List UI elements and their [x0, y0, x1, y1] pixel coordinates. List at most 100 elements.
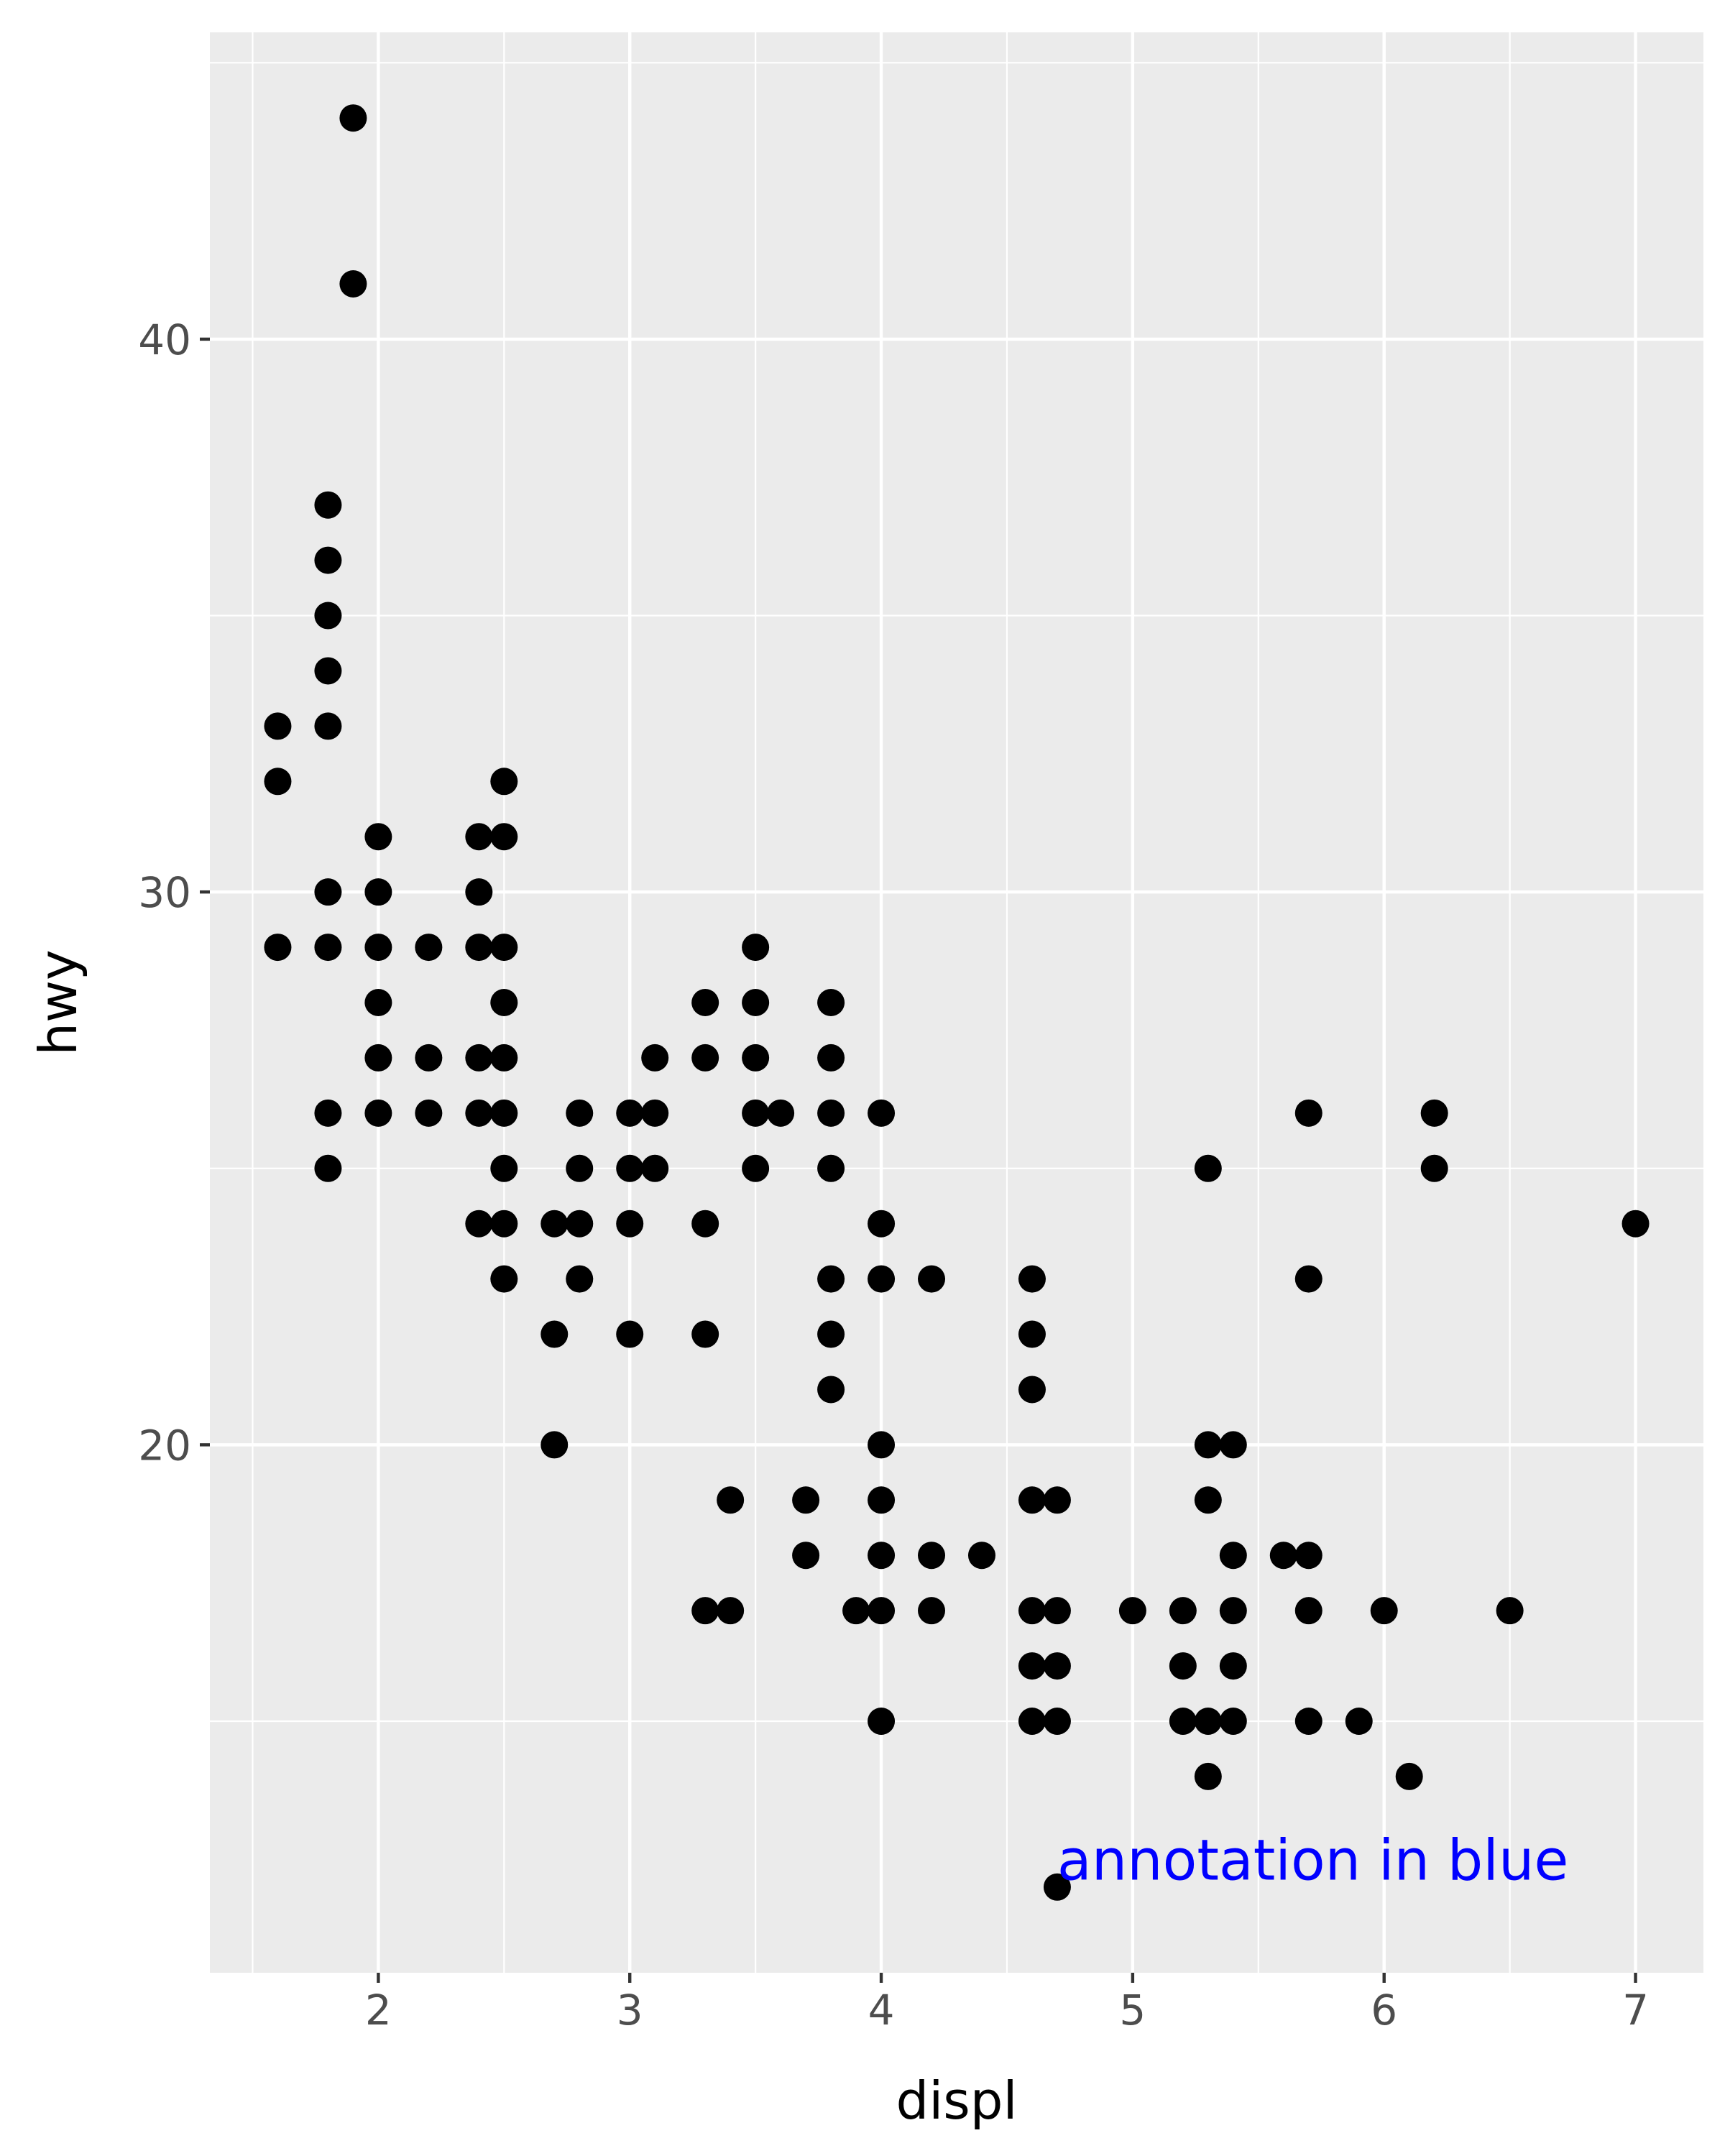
data-point — [264, 712, 292, 740]
data-point — [1345, 1708, 1373, 1735]
data-point — [415, 1099, 443, 1127]
data-point — [1018, 1320, 1046, 1348]
data-point — [339, 270, 367, 298]
data-point — [490, 1154, 518, 1182]
data-point — [1043, 1873, 1071, 1901]
data-point — [1420, 1099, 1448, 1127]
data-point — [1018, 1597, 1046, 1625]
data-point — [1194, 1154, 1222, 1182]
data-point — [1043, 1486, 1071, 1514]
data-point — [792, 1542, 820, 1570]
data-point — [1219, 1597, 1247, 1625]
data-point — [364, 823, 392, 851]
data-point — [616, 1154, 644, 1182]
data-point — [918, 1597, 946, 1625]
data-point — [1194, 1762, 1222, 1790]
data-point — [490, 823, 518, 851]
data-point — [264, 934, 292, 962]
data-point — [540, 1320, 569, 1348]
data-point — [868, 1597, 896, 1625]
data-point — [1043, 1652, 1071, 1680]
data-point — [691, 1210, 719, 1238]
plot-panel — [210, 32, 1703, 1973]
data-point — [868, 1542, 896, 1570]
data-point — [1018, 1265, 1046, 1293]
data-point — [465, 934, 493, 962]
data-point — [817, 1265, 845, 1293]
grid-lines — [210, 32, 1703, 1973]
data-point — [566, 1265, 594, 1293]
data-point — [566, 1154, 594, 1182]
data-point — [314, 546, 342, 574]
data-point — [1219, 1431, 1247, 1459]
data-point — [339, 104, 367, 132]
data-point — [264, 768, 292, 796]
data-point — [1395, 1762, 1423, 1790]
annotation-label: annotation in blue — [1057, 1828, 1568, 1893]
data-point — [817, 1099, 845, 1127]
data-point — [1294, 1265, 1322, 1293]
data-point — [1370, 1597, 1398, 1625]
data-point — [490, 1099, 518, 1127]
data-point — [465, 823, 493, 851]
data-point — [490, 1210, 518, 1238]
data-point — [792, 1486, 820, 1514]
x-tick-label: 3 — [617, 1986, 643, 2035]
data-point — [1219, 1708, 1247, 1735]
data-point — [314, 1154, 342, 1182]
data-point — [1169, 1597, 1197, 1625]
data-point — [817, 1044, 845, 1072]
y-axis-title: hwy — [28, 949, 88, 1055]
data-point — [691, 1044, 719, 1072]
data-point — [465, 878, 493, 906]
data-point — [767, 1099, 795, 1127]
data-point — [1169, 1708, 1197, 1735]
y-tick-label: 40 — [138, 315, 191, 364]
data-point — [967, 1542, 995, 1570]
data-point — [314, 1099, 342, 1127]
data-point — [1219, 1652, 1247, 1680]
data-point — [490, 768, 518, 796]
data-point — [1018, 1376, 1046, 1404]
data-point — [314, 657, 342, 685]
axes: 2 3 4 5 6 7 20 30 40 — [138, 315, 1649, 2035]
data-point — [1018, 1652, 1046, 1680]
x-tick-label: 5 — [1119, 1986, 1146, 2035]
data-point — [364, 934, 392, 962]
data-point — [641, 1154, 669, 1182]
data-point — [817, 989, 845, 1016]
data-point — [1496, 1597, 1524, 1625]
data-point — [415, 1044, 443, 1072]
data-point — [1194, 1486, 1222, 1514]
data-point — [364, 989, 392, 1016]
data-point — [868, 1486, 896, 1514]
data-point — [465, 1099, 493, 1127]
data-point — [817, 1320, 845, 1348]
data-point — [868, 1708, 896, 1735]
data-point — [868, 1431, 896, 1459]
data-point — [1294, 1542, 1322, 1570]
data-point — [465, 1210, 493, 1238]
x-tick-label: 2 — [365, 1986, 392, 2035]
data-point — [364, 1044, 392, 1072]
data-point — [540, 1210, 569, 1238]
data-point — [1622, 1210, 1650, 1238]
data-point — [868, 1265, 896, 1293]
data-point — [1194, 1431, 1222, 1459]
data-point — [691, 989, 719, 1016]
data-point — [490, 989, 518, 1016]
data-point — [641, 1099, 669, 1127]
data-point — [717, 1486, 745, 1514]
data-point — [314, 491, 342, 519]
x-tick-label: 7 — [1622, 1986, 1649, 2035]
data-point — [314, 712, 342, 740]
data-point — [918, 1265, 946, 1293]
data-point — [1420, 1154, 1448, 1182]
data-point — [364, 1099, 392, 1127]
x-axis-title: displ — [896, 2070, 1018, 2131]
data-point — [1294, 1708, 1322, 1735]
data-point — [465, 1044, 493, 1072]
data-point — [314, 602, 342, 630]
data-point — [1294, 1099, 1322, 1127]
